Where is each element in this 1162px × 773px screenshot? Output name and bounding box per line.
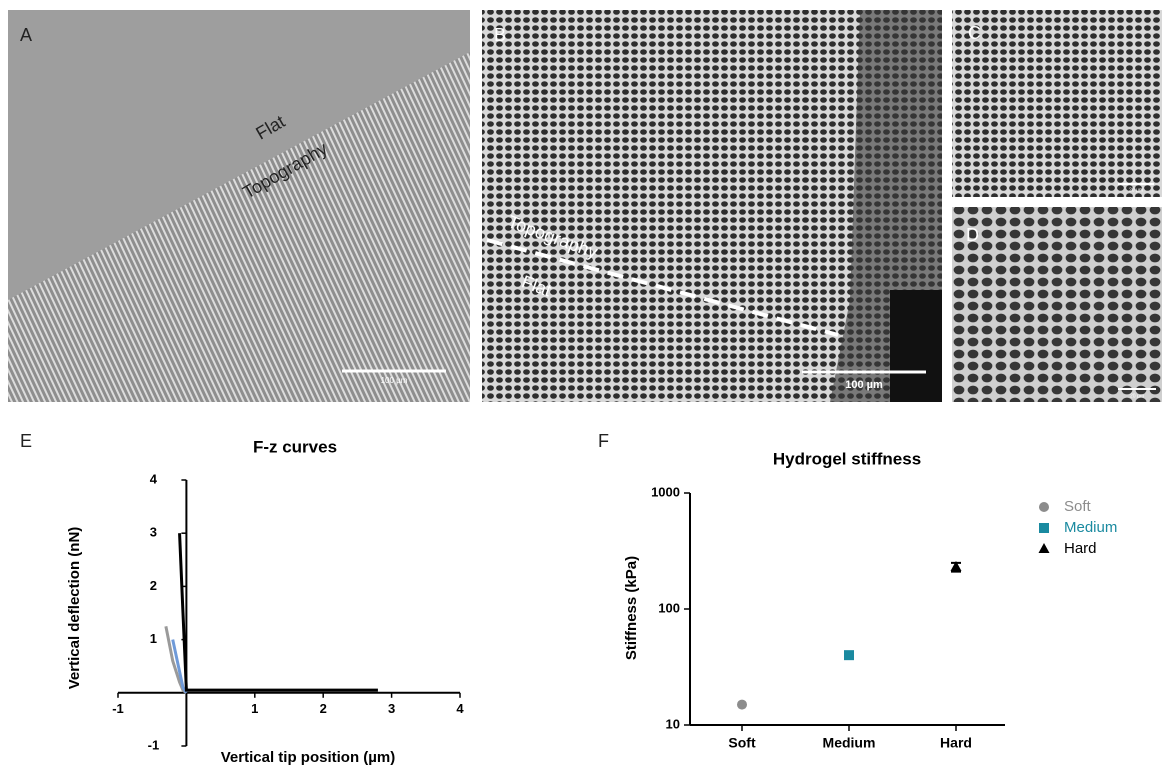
y-tick-label: -1 (148, 737, 160, 752)
y-tick-label: 10 (666, 716, 680, 731)
panel-a: A Flat Topography 100 µm (8, 10, 470, 402)
figure: A Flat Topography 100 µm B Topography Fl… (0, 0, 1162, 768)
panel-letter: D (966, 225, 979, 245)
y-tick-label: 1 (150, 631, 157, 646)
legend-marker (1039, 543, 1050, 553)
x-tick-label: Hard (940, 735, 972, 751)
y-axis-label: Vertical deflection (nN) (66, 527, 83, 690)
y-tick-label: 2 (150, 578, 157, 593)
x-tick-label: -1 (112, 701, 124, 716)
scale-bar-label: 20 µm (1130, 393, 1144, 399)
curve (180, 533, 378, 690)
legend-marker (1039, 502, 1049, 512)
legend-label: Soft (1064, 498, 1092, 515)
x-tick-label: Soft (728, 735, 756, 751)
chart-title: Hydrogel stiffness (773, 449, 921, 468)
panel-b: B Topography Flat 100 µm (482, 10, 942, 402)
panel-letter: B (494, 25, 506, 45)
y-tick-label: 1000 (651, 484, 680, 499)
panel-letter: E (20, 431, 32, 451)
y-axis-label: Stiffness (kPa) (623, 556, 640, 660)
y-tick-label: 4 (150, 471, 158, 486)
panel-letter: F (598, 431, 609, 451)
panel-letter: A (20, 25, 32, 45)
legend-label: Medium (1064, 519, 1117, 536)
scale-bar-label: 100 µm (381, 376, 408, 385)
panel-c: C 20 µm (952, 10, 1162, 197)
x-tick-label: 1 (251, 701, 258, 716)
legend-label: Hard (1064, 540, 1097, 557)
panel-letter: C (968, 23, 981, 43)
scale-bar-label: 100 µm (845, 379, 883, 391)
y-tick-label: 3 (150, 525, 157, 540)
point (737, 700, 747, 710)
x-tick-label: 2 (320, 701, 327, 716)
y-tick-label: 100 (658, 600, 680, 615)
panel-d: D 20 µm (952, 207, 1162, 402)
x-tick-label: Medium (823, 735, 876, 751)
x-tick-label: 4 (456, 701, 464, 716)
point (844, 650, 854, 660)
x-axis-label: Vertical tip position (µm) (221, 749, 396, 766)
scale-bar-label: 20 µm (1129, 187, 1143, 193)
x-tick-label: 3 (388, 701, 395, 716)
legend-marker (1039, 523, 1049, 533)
chart-title: F-z curves (253, 437, 337, 456)
